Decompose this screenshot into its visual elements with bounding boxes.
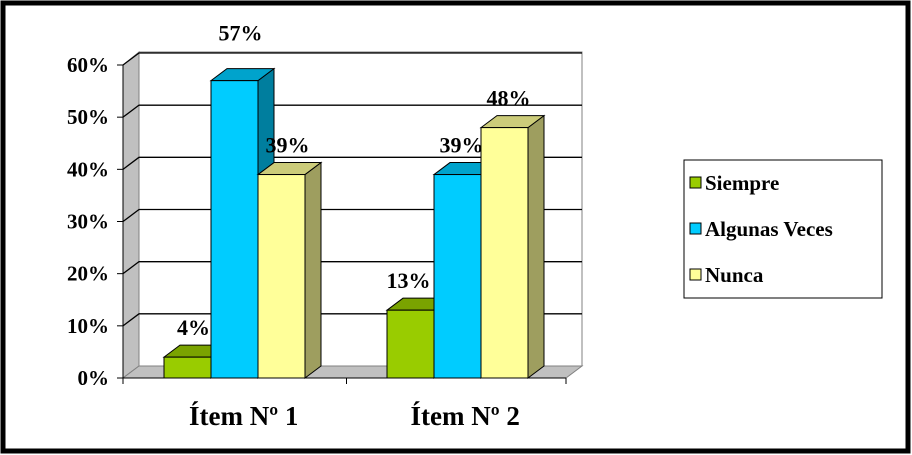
legend-label-algunas-veces: Algunas Veces <box>705 217 833 241</box>
bar-nunca-2 <box>479 114 546 379</box>
y-tick-label: 20% <box>67 262 109 286</box>
gridline <box>122 156 582 170</box>
y-tick-label: 60% <box>67 53 109 77</box>
legend-swatch-algunas-veces <box>689 222 702 235</box>
data-label: 48% <box>487 86 531 111</box>
category-labels: Ítem Nº 1 Ítem Nº 2 <box>189 401 520 431</box>
legend-box <box>683 159 883 299</box>
bar-side <box>304 161 322 379</box>
bar-front <box>480 127 529 379</box>
data-label: 57% <box>219 21 263 46</box>
y-tick-label: 30% <box>67 210 109 234</box>
legend-swatch-nunca <box>689 268 702 281</box>
category-label: Ítem Nº 2 <box>411 401 520 431</box>
bars <box>162 67 546 379</box>
bar-front <box>433 174 482 379</box>
data-label: 4% <box>177 315 210 340</box>
y-tick-label: 40% <box>67 157 109 181</box>
bar-front <box>386 309 435 379</box>
legend: Siempre Algunas Veces Nunca <box>683 159 883 299</box>
data-label: 13% <box>387 268 431 293</box>
data-label: 39% <box>440 133 484 158</box>
gridline <box>122 52 582 66</box>
y-tick-label: 10% <box>67 314 109 338</box>
bar-front <box>257 174 306 379</box>
gridline <box>122 104 582 118</box>
bar-front <box>210 80 259 379</box>
bar-side <box>527 114 545 379</box>
y-tick-label: 50% <box>67 105 109 129</box>
y-tick-label: 0% <box>78 366 110 390</box>
category-label: Ítem Nº 1 <box>189 401 298 431</box>
legend-label-nunca: Nunca <box>705 263 764 287</box>
legend-swatch-siempre <box>689 176 702 189</box>
bar-nunca-1 <box>256 161 323 379</box>
data-label: 39% <box>266 133 310 158</box>
bar-front <box>163 356 212 379</box>
data-labels: 4%57%39%13%39%48% <box>177 21 531 340</box>
y-tick-labels: 0% 10% 20% 30% 40% 50% 60% <box>67 53 109 390</box>
legend-label-siempre: Siempre <box>705 171 779 195</box>
